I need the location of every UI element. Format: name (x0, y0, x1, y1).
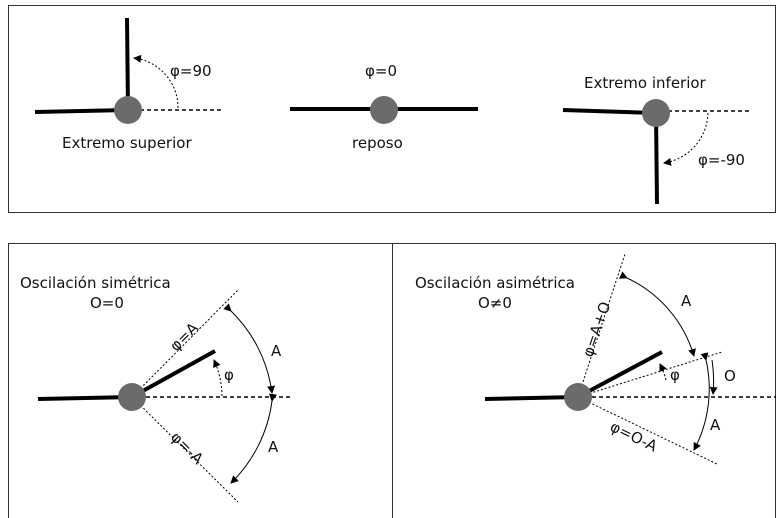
upper-amplitude-arc (223, 303, 276, 394)
offset-arc-label: O (724, 367, 736, 385)
panel-title: Oscilación asimétrica (415, 274, 575, 292)
lower-line-label: φ=O-A (607, 417, 661, 455)
upper-arc-label: A (271, 342, 282, 360)
caption: Extremo inferior (584, 74, 707, 92)
offset-arc (709, 359, 718, 395)
base-bar (484, 395, 579, 401)
angle-label: φ=90 (170, 62, 212, 80)
diagram-extremo-superior: φ=90 Extremo superior (34, 17, 224, 152)
lower-limit-line (577, 396, 718, 465)
top-panel-frame (8, 5, 776, 213)
lower-amplitude-arc (693, 352, 710, 451)
upper-line-label: φ=A (166, 318, 202, 354)
lower-line-label: φ=-A (167, 428, 207, 468)
joint-circle (642, 99, 670, 127)
panel-subtitle: O≠0 (478, 294, 512, 312)
panel-title: Oscilación simétrica (20, 274, 171, 292)
angle-label: φ=0 (365, 62, 397, 80)
upper-limit-line (131, 289, 239, 398)
joint-circle (564, 383, 592, 411)
diagram-extremo-inferior: φ=-90 Extremo inferior (562, 74, 752, 205)
asymmetric-oscillation: Oscilación asimétrica O≠0 φ A O A φ=A+O … (415, 253, 776, 465)
caption: reposo (352, 134, 403, 152)
lower-arc-label: A (710, 416, 721, 434)
joint-circle (118, 383, 146, 411)
phi-angle-arc (213, 359, 223, 397)
upper-line-label: φ=A+O (579, 299, 615, 359)
joint-circle (370, 96, 398, 124)
angle-arc (663, 112, 709, 166)
arm-bar (654, 112, 659, 205)
lower-amplitude-arc (230, 393, 277, 484)
upper-amplitude-arc (618, 271, 696, 357)
upper-arc-label: A (681, 292, 692, 310)
phi-angle-arc (659, 363, 667, 381)
arm-bar (131, 349, 216, 399)
panel-subtitle: O=0 (90, 294, 124, 312)
caption: Extremo superior (62, 134, 192, 152)
lower-limit-line (131, 396, 239, 503)
base-bar (34, 108, 129, 114)
angle-label: φ=-90 (698, 151, 745, 169)
joint-circle (114, 96, 142, 124)
diagram-reposo: φ=0 reposo (290, 62, 478, 152)
angle-arc (133, 54, 179, 109)
base-bar (562, 108, 657, 115)
phi-angle-label: φ (670, 366, 680, 384)
arm-bar (577, 350, 663, 399)
arm-bar (125, 17, 130, 111)
symmetric-oscillation: Oscilación simétrica O=0 φ A A φ=A φ=-A (20, 274, 290, 503)
base-bar (37, 395, 133, 401)
upper-limit-line (577, 253, 626, 398)
phi-angle-label: φ (224, 366, 234, 384)
lower-arc-label: A (268, 438, 279, 456)
